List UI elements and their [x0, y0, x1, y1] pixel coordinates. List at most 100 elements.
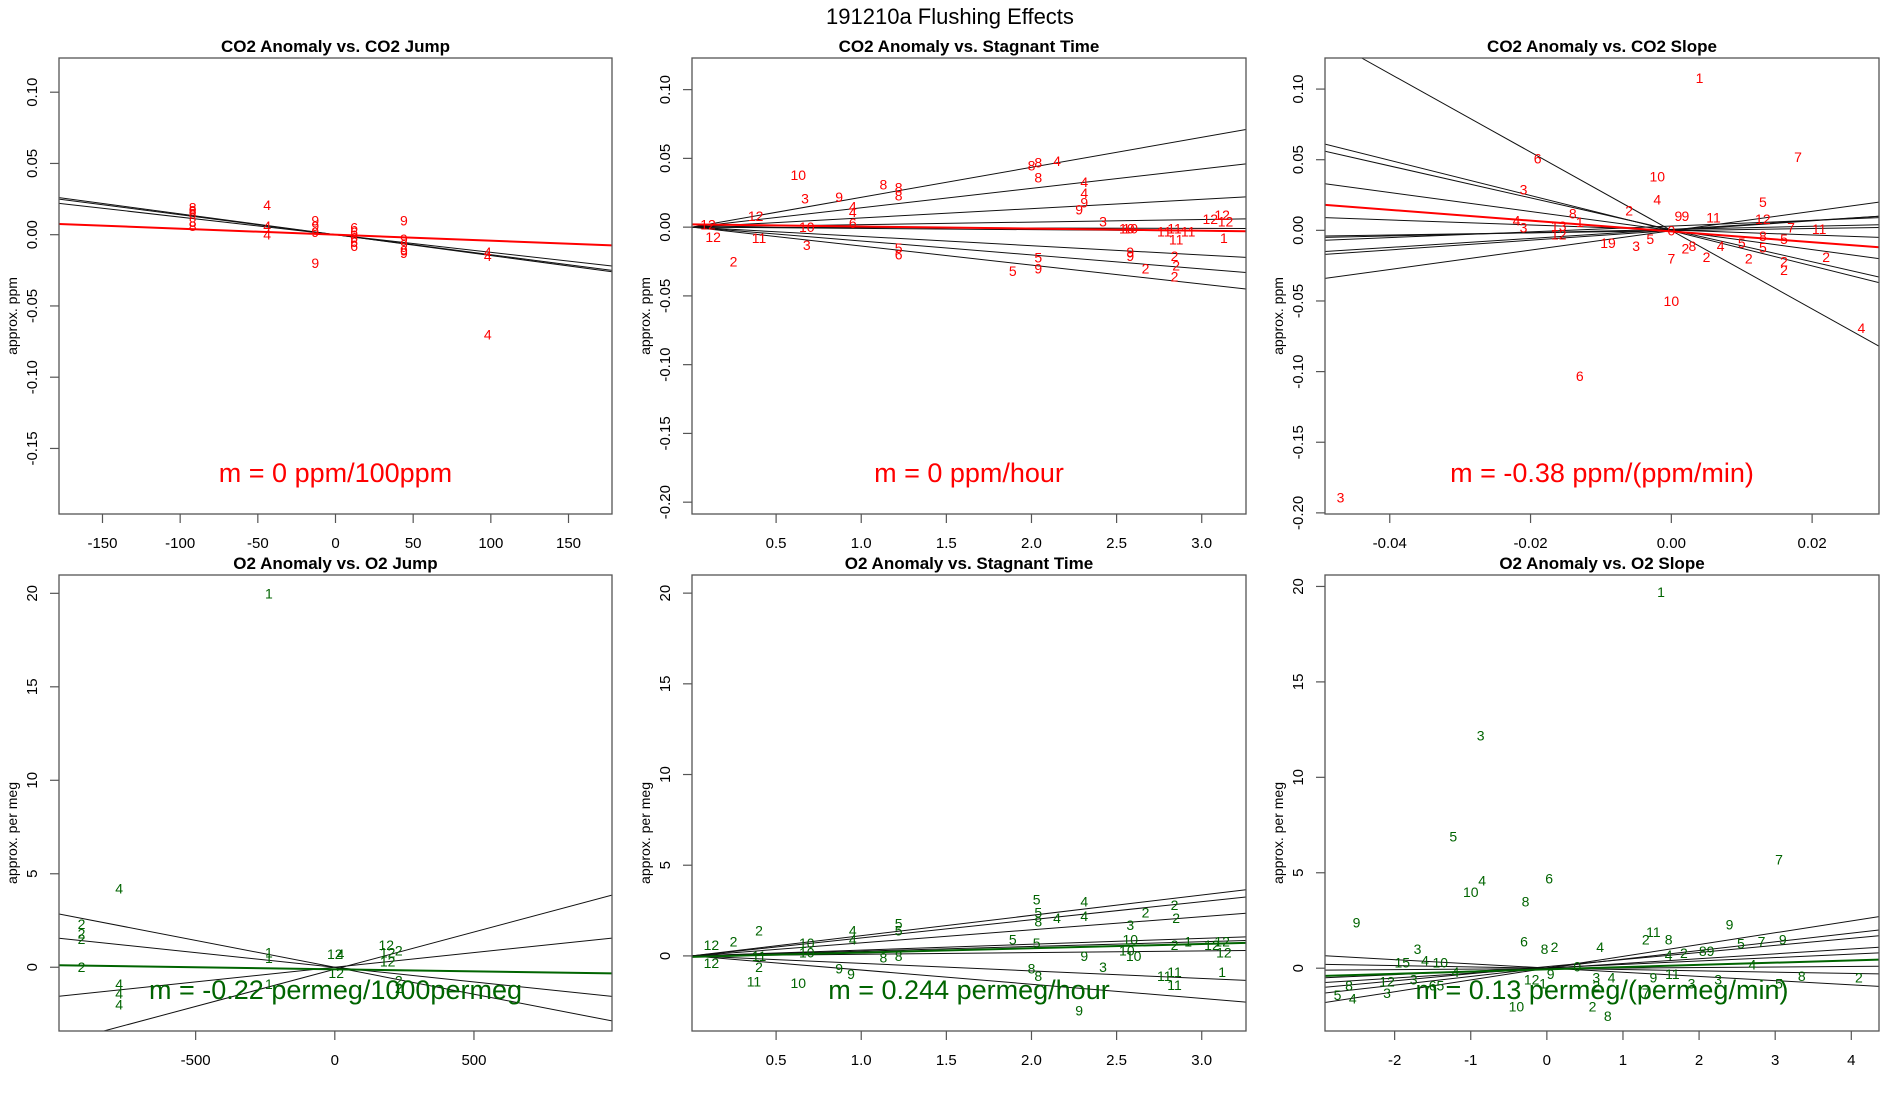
fit-line — [1325, 946, 1879, 984]
overall-fit-line — [692, 223, 1246, 233]
data-point-label: 5 — [1009, 932, 1017, 948]
data-point-label: 12 — [1551, 227, 1567, 243]
data-point-label: 1 — [265, 950, 273, 966]
y-tick-label: 15 — [24, 678, 41, 695]
data-point-label: 9 — [1726, 916, 1734, 932]
y-tick-label: 5 — [1290, 869, 1307, 877]
fit-line — [692, 226, 1246, 290]
data-point-label: 11 — [1665, 966, 1680, 982]
data-point-label: 4 — [484, 244, 492, 260]
data-point-label: 3 — [1632, 238, 1640, 254]
data-point-label: 9 — [835, 961, 843, 977]
data-point-label: 6 — [350, 234, 358, 250]
data-point-label: 9 — [311, 218, 319, 234]
data-point-label: 9 — [835, 189, 843, 205]
panel-o2-jump: O2 Anomaly vs. O2 Jump142222444111124121… — [4, 554, 613, 1069]
data-point-label: 4 — [1053, 910, 1061, 926]
data-point-label: 9 — [1080, 194, 1088, 210]
data-point-label: 3 — [1477, 727, 1485, 743]
fit-line — [692, 936, 1246, 957]
x-tick-label: -150 — [87, 535, 117, 552]
data-point-label: 4 — [1665, 947, 1673, 963]
y-axis-label: approx. ppm — [1270, 277, 1286, 355]
data-point-label: 6 — [350, 224, 358, 240]
y-tick-label: 10 — [1290, 769, 1307, 786]
data-point-label: 2 — [1703, 249, 1711, 265]
y-tick-label: 0.05 — [24, 149, 41, 178]
data-point-label: 8 — [895, 188, 903, 204]
data-point-label: 1 — [265, 976, 273, 992]
data-point-label: 2 — [1171, 248, 1179, 264]
data-point-label: 3 — [1688, 975, 1696, 991]
data-point-label: 3 — [1414, 941, 1422, 957]
data-point-label: 9 — [400, 212, 408, 228]
data-point-label: 2 — [1780, 262, 1788, 278]
x-tick-label: -500 — [181, 1052, 211, 1069]
y-tick-label: 0.10 — [1290, 74, 1307, 103]
data-point-label: 10 — [1119, 942, 1135, 958]
data-point-label: 9 — [1080, 948, 1088, 964]
data-point-label: 8 — [1034, 155, 1042, 171]
fit-line — [692, 226, 1246, 258]
data-point-label: 9 — [400, 237, 408, 253]
data-point-label: 8 — [1028, 157, 1036, 173]
data-point-label: 4 — [115, 985, 123, 1001]
y-tick-label: 0.05 — [1290, 145, 1307, 174]
data-point-label: 12 — [1379, 974, 1395, 990]
panel-title: O2 Anomaly vs. O2 Jump — [233, 554, 437, 573]
data-point-label: 4 — [1717, 238, 1725, 254]
data-point-label: 4 — [849, 199, 857, 215]
x-tick-label: -1 — [1464, 1052, 1477, 1069]
data-point-label: 11 — [1157, 223, 1172, 239]
y-tick-label: 0.00 — [1290, 216, 1307, 245]
data-point-label: 12 — [704, 955, 720, 971]
slope-annotation: m = -0.38 ppm/(ppm/min) — [1450, 458, 1754, 488]
data-point-label: 2 — [395, 942, 403, 958]
x-tick-label: 2.0 — [1021, 535, 1042, 552]
data-point-label: 11 — [1167, 977, 1182, 993]
data-point-label: 9 — [1353, 914, 1361, 930]
data-point-label: 1 — [1696, 70, 1704, 86]
data-point-label: 11 — [1812, 221, 1827, 237]
data-point-label: 8 — [1541, 941, 1549, 957]
data-point-label: 2 — [1171, 269, 1179, 285]
data-point-label: 12 — [328, 965, 344, 981]
data-point-label: 12 — [748, 208, 764, 224]
fit-line — [692, 955, 1246, 1003]
fit-line — [1325, 217, 1879, 238]
y-tick-label: 20 — [1290, 578, 1307, 595]
data-point-label: 1 — [1539, 975, 1547, 991]
data-point-label: 2 — [755, 959, 763, 975]
data-point-label: 0 — [1573, 958, 1581, 974]
data-point-label: 11 — [752, 948, 767, 964]
data-point-label: 2 — [1682, 241, 1690, 257]
panel-title: O2 Anomaly vs. O2 Slope — [1499, 554, 1704, 573]
data-point-label: 8 — [189, 200, 197, 216]
fit-line — [1325, 929, 1879, 994]
data-point-label: 10 — [1126, 948, 1142, 964]
data-point-label: 3 — [1383, 985, 1391, 1001]
data-point-label: 11 — [1167, 964, 1182, 980]
fit-line — [692, 896, 1246, 957]
data-point-label: 9 — [847, 966, 855, 982]
y-tick-label: 10 — [657, 766, 674, 783]
data-point-label: 8 — [1034, 170, 1042, 186]
data-point-label: 6 — [895, 247, 903, 263]
data-point-label: 9 — [1674, 208, 1682, 224]
y-tick-label: 5 — [657, 861, 674, 869]
data-point-label: 4 — [115, 976, 123, 992]
slope-annotation: m = -0.22 permeg/1000permeg — [149, 975, 522, 1005]
data-point-label: 3 — [1714, 972, 1722, 988]
data-point-label: 5 — [1738, 235, 1746, 251]
y-axis-label: approx. per meg — [1270, 782, 1286, 884]
data-point-label: 4 — [263, 227, 271, 243]
data-point-label: 10 — [1122, 221, 1138, 237]
data-point-label: 5 — [1334, 987, 1342, 1003]
data-point-label: 8 — [879, 177, 887, 193]
data-point-label: 5 — [1737, 935, 1745, 951]
data-point-label: 2 — [395, 980, 403, 996]
data-point-label: 7 — [1787, 220, 1795, 236]
data-point-label: 8 — [895, 179, 903, 195]
data-point-label: 4 — [263, 218, 271, 234]
